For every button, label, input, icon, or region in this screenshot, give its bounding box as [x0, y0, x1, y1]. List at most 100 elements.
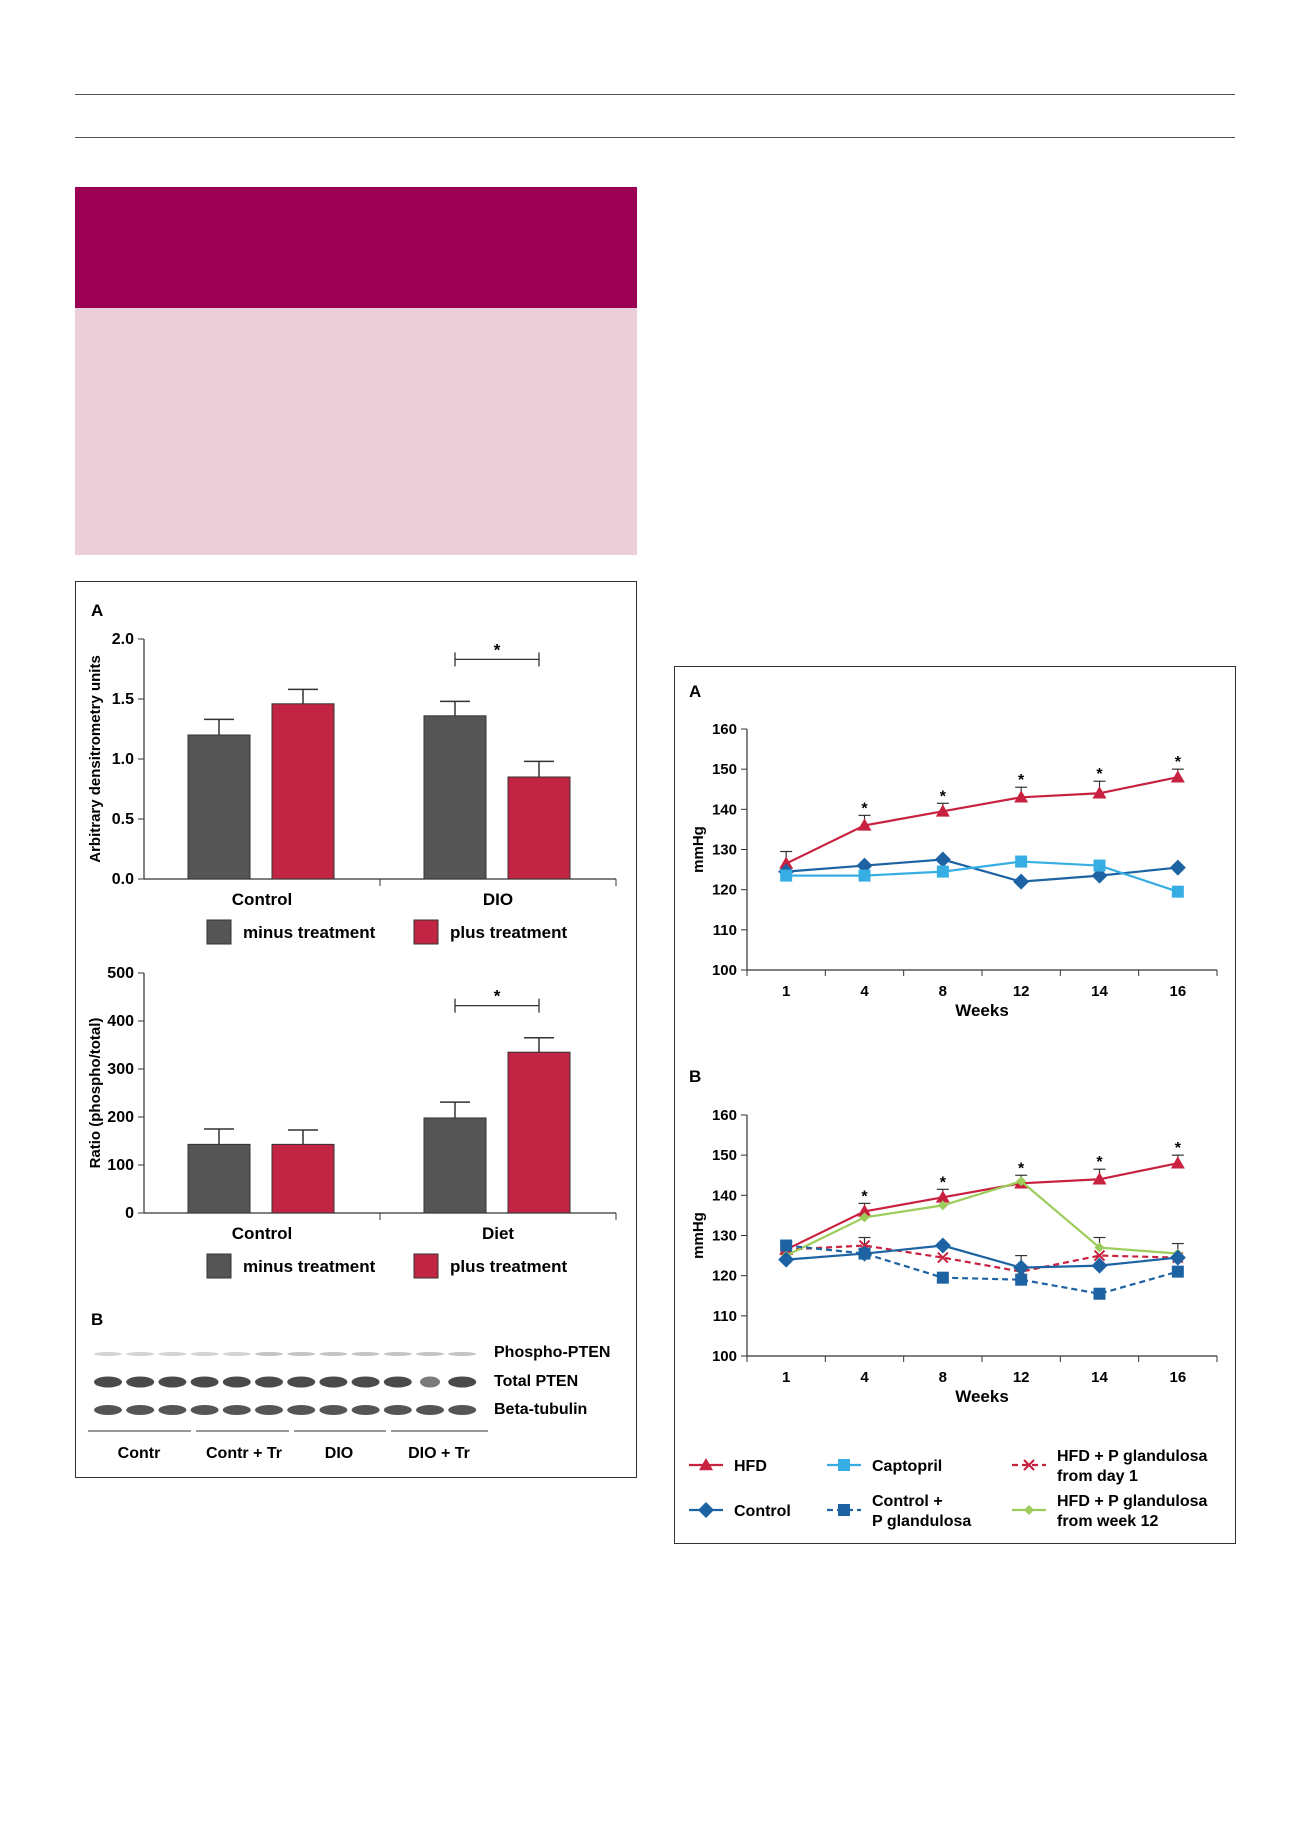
significance-star: * — [1018, 772, 1025, 789]
callout-box-body — [75, 308, 637, 555]
y-tick-label: 300 — [107, 1061, 134, 1078]
bar — [187, 734, 251, 880]
y-tick-label: 160 — [712, 721, 737, 738]
legend-sublabel: from week 12 — [1057, 1513, 1158, 1530]
marker-triangle — [857, 818, 872, 831]
callout-box-header — [75, 187, 637, 308]
legend-swatch-minus — [206, 919, 232, 945]
blot-band — [383, 1352, 412, 1356]
bar — [423, 715, 487, 880]
series-line — [786, 1244, 1178, 1269]
y-tick-label: 120 — [712, 882, 737, 899]
x-tick-label: 16 — [1169, 1369, 1186, 1386]
blot-band — [255, 1405, 283, 1415]
blot-group-dio: DIO — [325, 1445, 353, 1462]
marker-triangle — [1170, 770, 1185, 783]
legend-label: Captopril — [872, 1458, 942, 1475]
y-tick-label: 1.5 — [112, 691, 134, 708]
blot-band — [255, 1352, 283, 1356]
marker-diamond — [1013, 1259, 1030, 1276]
blot-band — [287, 1352, 316, 1356]
marker-diamond — [1091, 867, 1108, 884]
marker-square — [780, 1239, 793, 1252]
marker-triangle — [1170, 1156, 1185, 1169]
blot-band — [448, 1352, 477, 1356]
series-line — [785, 1180, 1178, 1257]
y-tick-label: 130 — [712, 1228, 737, 1245]
y-tick-label: 130 — [712, 842, 737, 859]
marker-square — [1015, 1273, 1028, 1286]
blot-band — [448, 1376, 477, 1388]
blot-group-contr-tr: Contr + Tr — [206, 1445, 282, 1462]
marker-square — [838, 1504, 850, 1516]
blot-band — [351, 1352, 380, 1356]
western-blot: Phospho-PTEN Total PTEN Beta-tubulin Con… — [88, 1344, 610, 1462]
left-figure: A 0.0 0.5 1.0 1.5 2.0 Arbitrary densitrometry… — [75, 581, 637, 1478]
legend-sublabel: P glandulosa — [872, 1513, 971, 1530]
y-tick-label: 110 — [713, 922, 737, 939]
significance-star: * — [1096, 766, 1103, 783]
significance-star: * — [1018, 1160, 1025, 1177]
significance-star: * — [940, 788, 947, 805]
marker-square — [1171, 1265, 1184, 1278]
y-tick-label: 500 — [107, 965, 134, 982]
legend-label: HFD + P glandulosa — [1057, 1493, 1208, 1510]
blot-band — [222, 1405, 251, 1415]
marker-diamond — [698, 1502, 714, 1518]
marker-square — [936, 1271, 949, 1284]
y-tick-label: 0 — [125, 1205, 134, 1222]
left-panel-b-label: B — [91, 1310, 103, 1329]
blot-band — [319, 1376, 348, 1388]
marker-square — [858, 869, 871, 882]
x-tick-label: 4 — [860, 983, 869, 1000]
left-panel-a-label: A — [91, 601, 103, 620]
blot-band — [190, 1352, 219, 1356]
blot-band — [222, 1376, 251, 1388]
blot-band — [319, 1405, 348, 1415]
header-rule-top — [75, 94, 1235, 95]
blot-bands — [94, 1352, 477, 1415]
right-panel-b-label: B — [689, 1067, 701, 1086]
bar — [271, 703, 335, 880]
x-tick-label: 4 — [860, 1369, 869, 1386]
legend-swatch-plus — [413, 1253, 439, 1279]
left-figure-svg: A 0.0 0.5 1.0 1.5 2.0 Arbitrary densitrometry… — [87, 601, 617, 1462]
blot-label-total: Total PTEN — [494, 1373, 578, 1390]
series-line — [785, 776, 1179, 865]
bar — [507, 1051, 571, 1214]
marker-diamond — [1091, 1257, 1108, 1274]
marker-x — [1093, 1249, 1106, 1262]
marker-square — [1015, 855, 1028, 868]
significance-star: * — [940, 1174, 947, 1191]
x-tick-label: 14 — [1091, 983, 1108, 1000]
marker-diamond — [934, 1237, 951, 1254]
blot-band — [126, 1405, 155, 1415]
significance-star: * — [1096, 1154, 1103, 1171]
blot-group-contr: Contr — [118, 1445, 161, 1462]
series-line — [786, 858, 1178, 883]
significance-star: * — [1175, 1140, 1182, 1157]
blot-label-tubulin: Beta-tubulin — [494, 1401, 587, 1418]
series-line — [785, 1162, 1179, 1251]
y-tick-label: 120 — [712, 1268, 737, 1285]
bar — [271, 1143, 335, 1214]
blot-band — [94, 1352, 122, 1356]
blot-band — [287, 1405, 316, 1415]
category-label: Control — [232, 1224, 292, 1243]
category-label: Control — [232, 890, 292, 909]
marker-triangle — [935, 1190, 950, 1203]
legend-label: Control — [734, 1503, 791, 1520]
right-legend: HFD Captopril HFD + P glandulosa from day 1… — [689, 1448, 1208, 1530]
marker-triangle — [857, 1204, 872, 1217]
x-tick-label: 16 — [1169, 983, 1186, 1000]
marker-triangle — [1014, 790, 1029, 803]
legend-label: HFD + P glandulosa — [1057, 1448, 1208, 1465]
blot-band — [158, 1352, 187, 1356]
blot-band — [416, 1405, 444, 1415]
left-top-chart: 0.0 0.5 1.0 1.5 2.0 Arbitrary densitrometry u… — [87, 631, 617, 945]
marker-square — [1171, 885, 1184, 898]
marker-x — [937, 1251, 949, 1264]
y-tick-label: 400 — [107, 1013, 134, 1030]
marker-diamond — [934, 851, 951, 868]
